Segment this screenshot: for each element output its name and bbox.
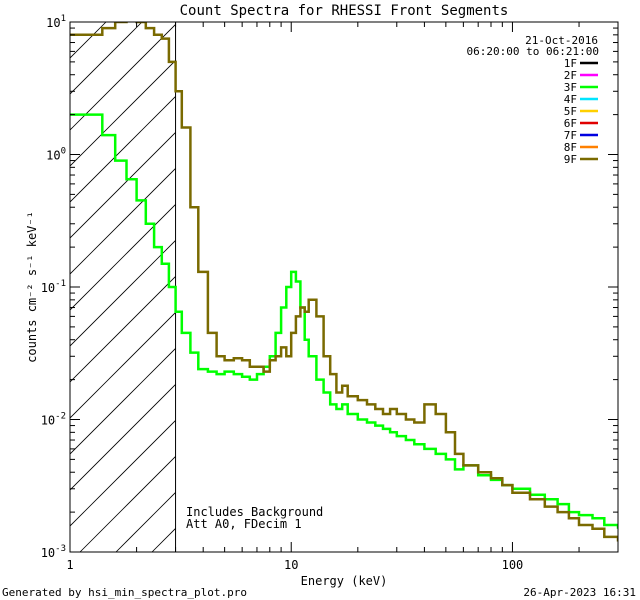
- y-tick-label: 10-2: [41, 412, 66, 428]
- hatch-line: [70, 59, 176, 167]
- hatch-line: [70, 95, 176, 203]
- chart-time-range: 06:20:00 to 06:21:00: [467, 45, 599, 58]
- x-tick-label: 100: [502, 558, 524, 572]
- x-axis-label: Energy (keV): [301, 574, 388, 588]
- legend-label: 1F: [564, 57, 577, 70]
- hatch-line: [70, 203, 176, 311]
- legend-label: 5F: [564, 105, 577, 118]
- annotation-background: Includes Background: [186, 505, 323, 519]
- hatch-line: [70, 383, 176, 491]
- legend-label: 6F: [564, 117, 577, 130]
- x-tick-label: 10: [284, 558, 298, 572]
- series-layer: [70, 22, 618, 552]
- y-tick-label: 10-1: [41, 279, 66, 295]
- legend-label: 9F: [564, 153, 577, 166]
- hatch-line: [70, 23, 176, 131]
- chart-title: Count Spectra for RHESSI Front Segments: [180, 3, 509, 19]
- hatch-line: [70, 419, 176, 527]
- y-axis-ticks: 101 100 10-1 10-2 10-3: [41, 14, 618, 560]
- annotation-attenuator: Att A0, FDecim 1: [186, 517, 302, 531]
- hatch-line: [70, 239, 176, 347]
- plot-frame: [69, 21, 619, 553]
- y-tick-label: 10-3: [41, 544, 66, 560]
- hatch-line: [79, 455, 176, 552]
- footer-generated-by: Generated by hsi_min_spectra_plot.pro: [2, 586, 247, 599]
- hatch-line: [70, 275, 176, 383]
- legend-label: 3F: [564, 81, 577, 94]
- legend-label: 8F: [564, 141, 577, 154]
- series-line-3F: [70, 113, 618, 529]
- legend-label: 7F: [564, 129, 577, 142]
- series-line-9F: [70, 22, 618, 542]
- hatched-region: [70, 22, 176, 552]
- chart-date: 21-Oct-2016: [525, 34, 598, 47]
- y-tick-label: 100: [46, 147, 66, 163]
- legend-label: 4F: [564, 93, 577, 106]
- footer-timestamp: 26-Apr-2023 16:31: [523, 586, 636, 599]
- hatch-line: [115, 491, 176, 552]
- x-tick-label: 1: [66, 558, 73, 572]
- legend-label: 2F: [564, 69, 577, 82]
- y-axis-label: counts cm⁻² s⁻¹ keV⁻¹: [25, 211, 39, 363]
- x-axis-ticks: 1 10 100: [66, 22, 619, 572]
- y-tick-label: 101: [46, 14, 66, 30]
